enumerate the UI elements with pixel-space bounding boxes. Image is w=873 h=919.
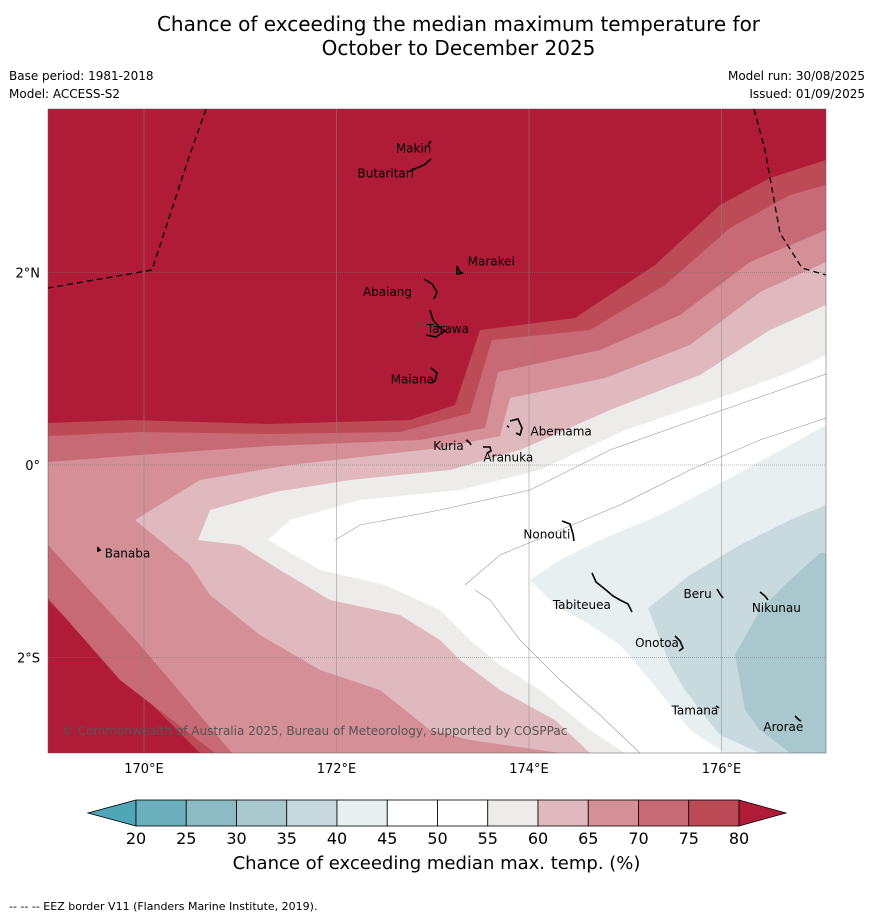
colorbar-tick-label: 65 (578, 829, 598, 848)
place-label: Beru (684, 587, 712, 601)
contour-line-55 (334, 373, 826, 541)
colorbar-extend-low (86, 799, 137, 827)
colorbar-segment (236, 799, 288, 827)
lon-tick-label: 174°E (509, 762, 549, 777)
island-maiana (429, 367, 438, 384)
place-label: Maiana (391, 372, 434, 386)
colorbar-segment (688, 799, 740, 827)
colorbar-tick-label: 60 (528, 829, 548, 848)
island-nikunau (759, 591, 769, 601)
colorbar-tick-label: 40 (327, 829, 347, 848)
place-label: Arorae (763, 720, 803, 734)
colorbar-tick-label: 75 (679, 829, 699, 848)
base-period: Base period: 1981-2018 (9, 69, 154, 83)
colorbar: 20 25 30 35 40 45 50 55 60 65 70 75 80 (86, 799, 788, 848)
place-label: Nikunau (752, 601, 801, 615)
colorbar-segment (487, 799, 539, 827)
island-tamana (715, 705, 720, 709)
place-label: Banaba (105, 547, 151, 561)
place-labels: Makin Butaritari Marakei Abaiang Tarawa Maian… (105, 141, 804, 734)
island-beru (716, 588, 724, 599)
band-30-35 (735, 553, 826, 753)
island-marakei (456, 265, 465, 275)
island-abaiang (423, 278, 438, 300)
contour-line-50 (464, 417, 826, 586)
colorbar-segment (336, 799, 388, 827)
colorbar-extend-high (738, 799, 788, 827)
lat-tick-label: 2°S (17, 652, 40, 667)
graticule (48, 109, 826, 753)
contour-line-45 (474, 589, 641, 753)
colorbar-tick-label: 45 (377, 829, 397, 848)
colorbar-tick-label: 50 (427, 829, 447, 848)
title-line-2: October to December 2025 (321, 36, 596, 60)
place-label: Marakei (468, 255, 515, 269)
title-line-1: Chance of exceeding the median maximum t… (156, 12, 761, 36)
island-kuria (465, 439, 472, 446)
island-tabiteuea (591, 572, 633, 613)
island-outlines (97, 140, 802, 722)
issued-date: Issued: 01/09/2025 (749, 87, 865, 101)
place-label: Abaiang (363, 285, 412, 299)
colorbar-label: Chance of exceeding median max. temp. (%… (232, 853, 641, 874)
colorbar-segment (185, 799, 237, 827)
colorbar-tick-label: 35 (277, 829, 297, 848)
lon-tick-label: 176°E (702, 762, 742, 777)
colorbar-tick-label: 55 (478, 829, 498, 848)
place-label: Butaritari (358, 167, 415, 181)
map-title: Chance of exceeding the median maximum t… (0, 12, 873, 60)
island-makin (427, 140, 432, 146)
place-label: Kuria (433, 439, 464, 453)
island-abemama (506, 418, 523, 437)
map-frame (47, 108, 827, 754)
island-aranuka (483, 446, 492, 454)
eez-border (48, 109, 826, 289)
colorbar-tick-label: 80 (729, 829, 749, 848)
place-label: Makin (396, 141, 432, 155)
island-banaba (97, 546, 102, 553)
colorbar-segment (386, 799, 438, 827)
colorbar-segment (537, 799, 589, 827)
place-label: Tabiteuea (552, 598, 611, 612)
colorbar-segment (638, 799, 690, 827)
model-run: Model run: 30/08/2025 (727, 69, 865, 83)
eez-footnote: -- -- -- EEZ border V11 (Flanders Marine… (9, 900, 318, 913)
axis-labels: 170°E 172°E 174°E 176°E 2°N 0° 2°S (16, 267, 742, 778)
copyright-notice: © Commonwealth of Australia 2025, Bureau… (62, 724, 568, 738)
colorbar-segment (587, 799, 639, 827)
meta-left: Base period: 1981-2018 Model: ACCESS-S2 (9, 67, 154, 103)
eez-line-west (48, 109, 207, 289)
model-name: Model: ACCESS-S2 (9, 87, 121, 101)
place-label: Aranuka (483, 451, 533, 465)
lon-tick-label: 172°E (317, 762, 357, 777)
lon-tick-label: 170°E (124, 762, 164, 777)
probability-field (48, 109, 826, 753)
island-onotoa (674, 635, 684, 652)
place-label: Onotoa (635, 636, 679, 650)
place-label: Tamana (671, 704, 719, 718)
island-tarawa (425, 309, 447, 338)
colorbar-tick-label: 30 (226, 829, 246, 848)
island-arorae (794, 715, 802, 722)
place-label: Tarawa (426, 322, 469, 336)
colorbar-segment (437, 799, 489, 827)
colorbar-tick-label: 20 (126, 829, 146, 848)
meta-right: Model run: 30/08/2025 Issued: 01/09/2025 (728, 67, 865, 103)
island-butaritari (409, 158, 432, 172)
place-label: Nonouti (523, 527, 570, 541)
colorbar-segment (135, 799, 187, 827)
colorbar-segment (286, 799, 338, 827)
lat-tick-label: 2°N (16, 267, 41, 282)
place-label: Abemama (530, 425, 591, 439)
colorbar-tick-label: 25 (176, 829, 196, 848)
colorbar-tick-label: 70 (628, 829, 648, 848)
island-nonouti (561, 520, 575, 542)
lat-tick-label: 0° (25, 459, 40, 474)
